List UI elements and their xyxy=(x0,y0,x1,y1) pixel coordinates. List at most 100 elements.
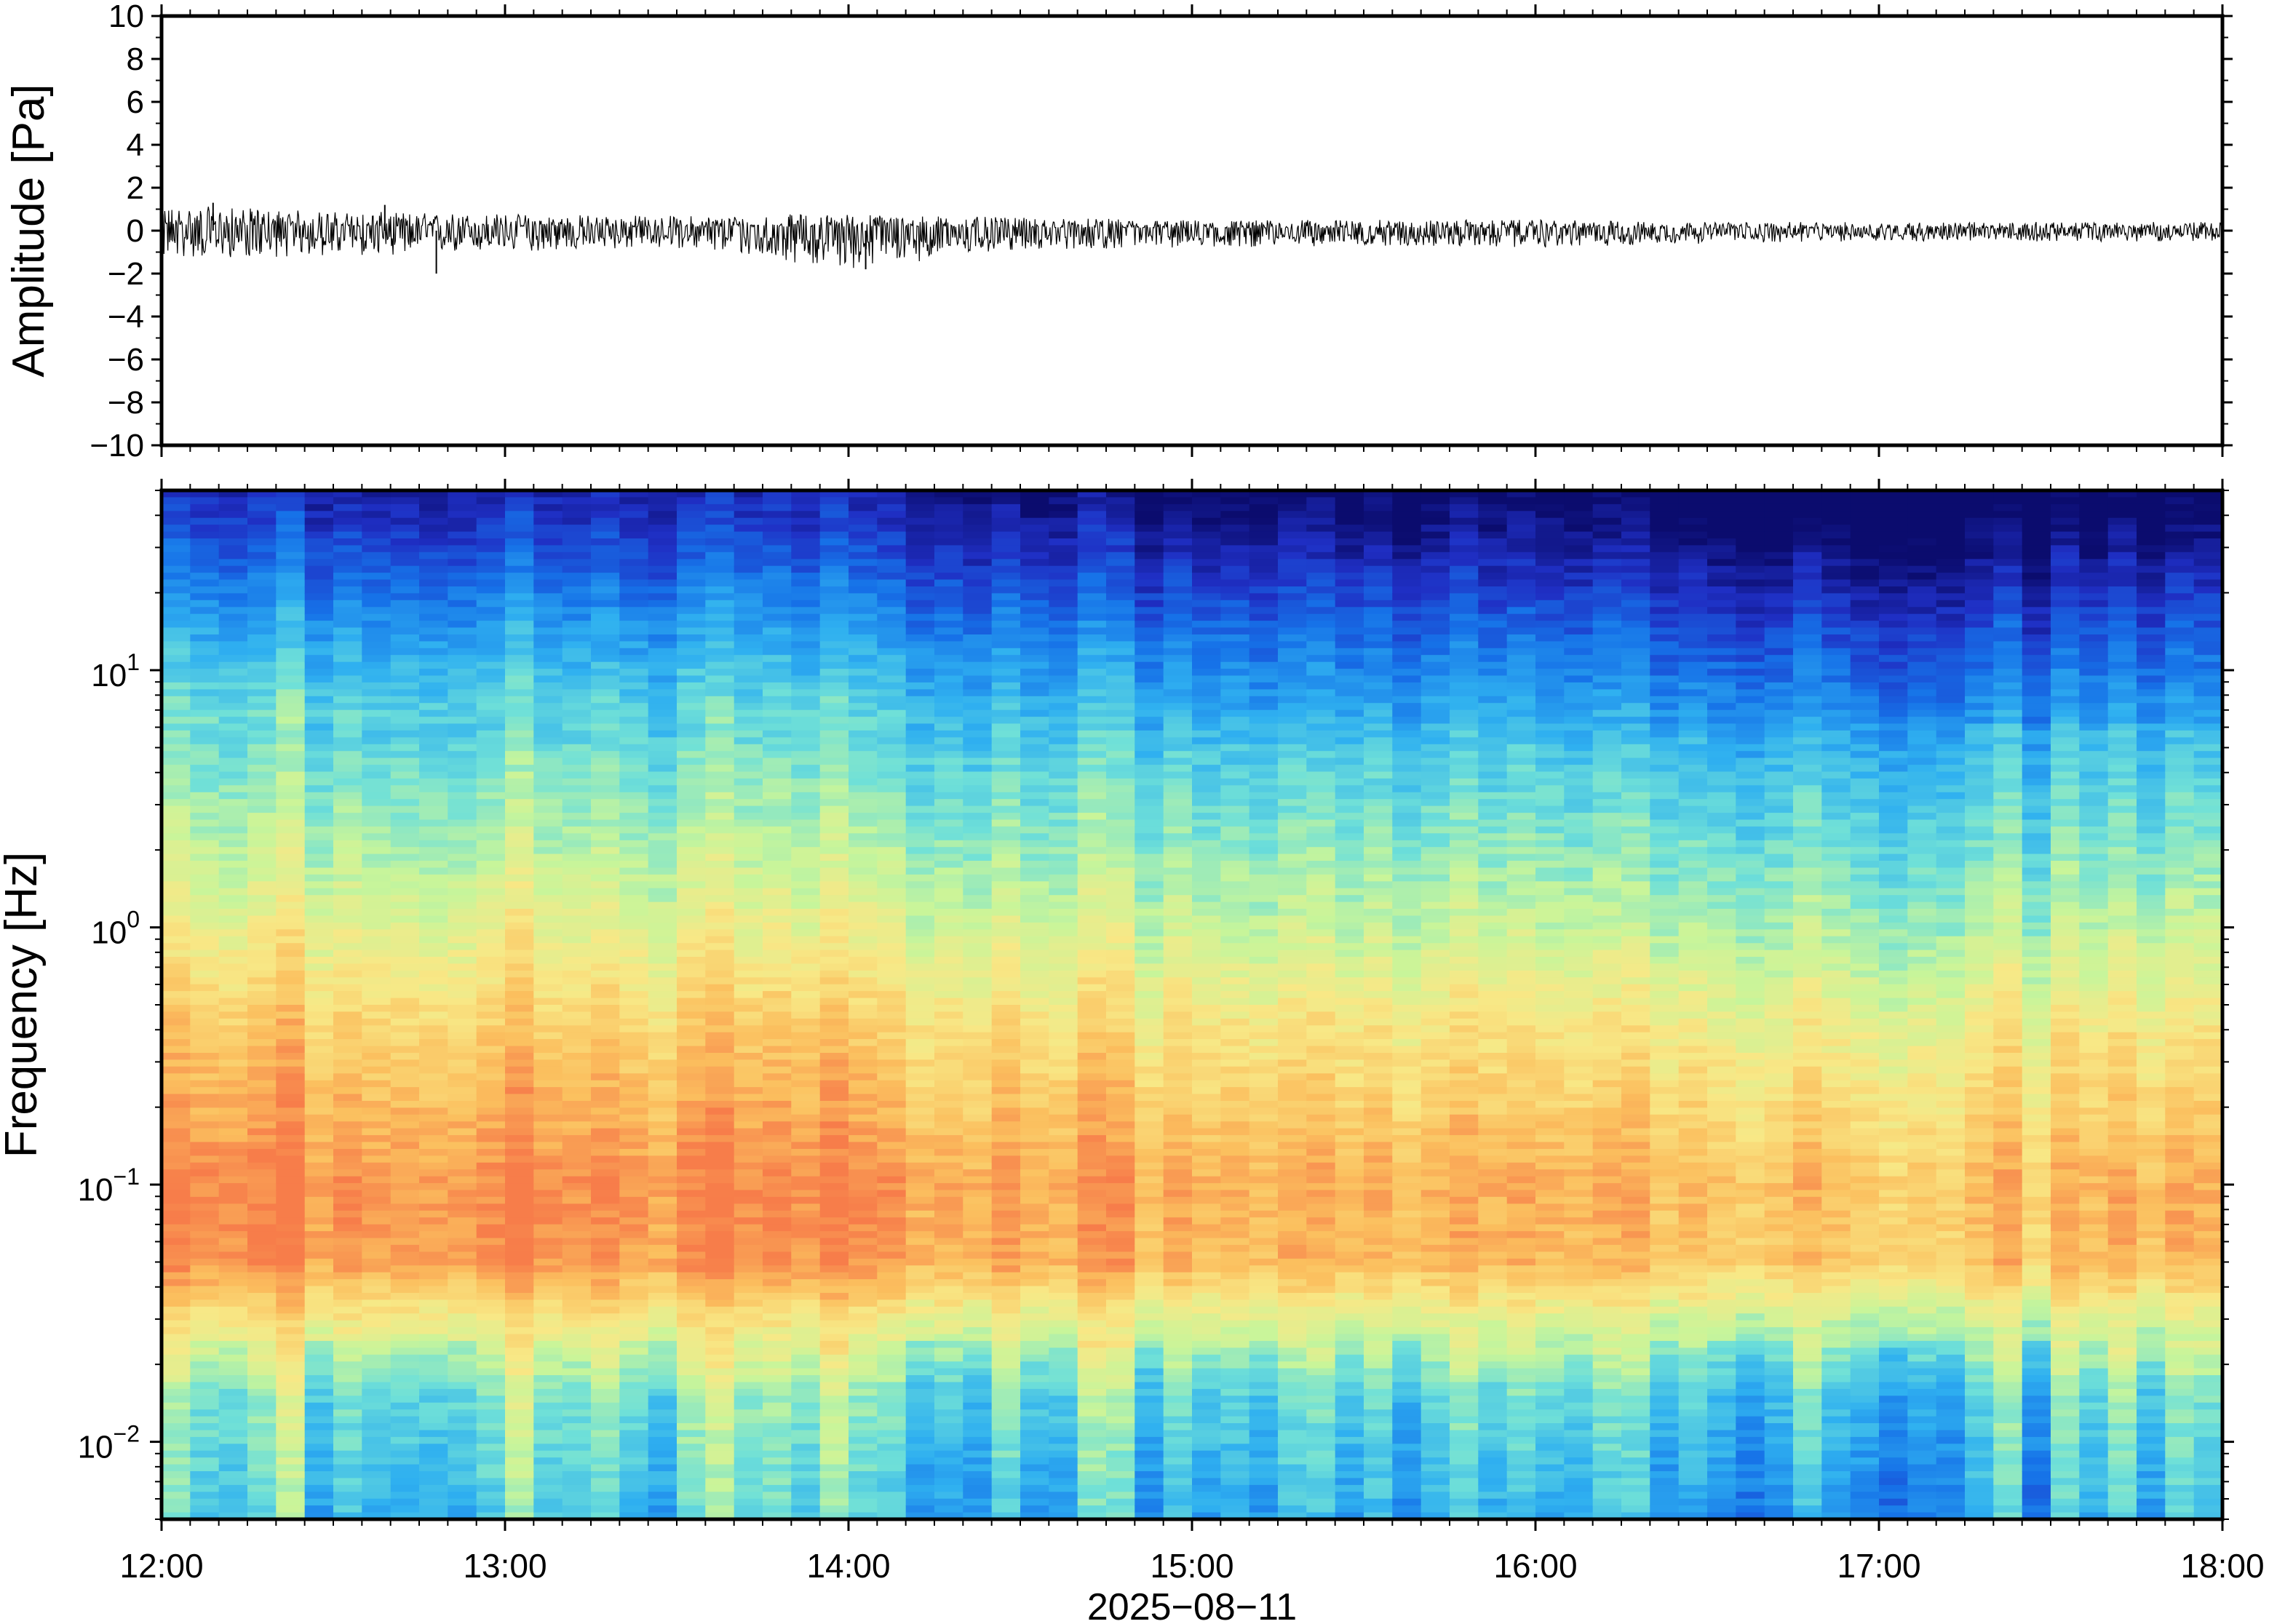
spectrogram-cell xyxy=(276,853,306,861)
spectrogram-cell xyxy=(734,723,763,731)
spectrogram-cell xyxy=(734,1306,763,1314)
spectrogram-cell xyxy=(448,1450,477,1458)
spectrogram-cell xyxy=(162,805,191,813)
spectrogram-cell xyxy=(734,559,763,567)
spectrogram-cell xyxy=(304,511,334,519)
spectrogram-cell xyxy=(934,1409,964,1417)
spectrogram-cell xyxy=(276,1210,306,1218)
spectrogram-cell xyxy=(763,1368,792,1376)
spectrogram-cell xyxy=(533,1375,563,1383)
spectrogram-cell xyxy=(362,957,392,965)
spectrogram-cell xyxy=(648,723,677,731)
spectrogram-cell xyxy=(362,963,392,971)
spectrogram-cell xyxy=(991,991,1021,999)
spectrogram-cell xyxy=(276,1272,306,1280)
spectrogram-cell xyxy=(705,1423,735,1431)
spectrogram-cell xyxy=(648,531,677,539)
spectrogram-cell xyxy=(533,586,563,594)
spectrogram-cell xyxy=(448,703,477,711)
spectrogram-cell xyxy=(562,901,592,909)
spectrogram-cell xyxy=(763,1101,792,1109)
spectrogram-cell xyxy=(591,1430,621,1438)
spectrogram-cell xyxy=(362,1196,392,1205)
spectrogram-cell xyxy=(619,1224,649,1232)
spectrogram-cell xyxy=(677,511,707,519)
spectrogram-cell xyxy=(247,785,277,793)
spectrogram-cell xyxy=(934,874,964,883)
spectrogram-cell xyxy=(1049,1409,1078,1417)
spectrogram-cell xyxy=(333,703,363,711)
spectrogram-cell xyxy=(505,1354,535,1362)
spectrogram-cell xyxy=(1020,1094,1050,1102)
spectrogram-cell xyxy=(677,565,707,573)
spectrogram-cell xyxy=(991,998,1021,1006)
spectrogram-cell xyxy=(819,819,849,827)
spectrogram-cell xyxy=(1020,1409,1050,1417)
spectrogram-cell xyxy=(763,1478,792,1486)
spectrogram-cell xyxy=(619,1162,649,1170)
spectrogram-cell xyxy=(934,1348,964,1356)
spectrogram-cell xyxy=(819,1340,849,1349)
spectrogram-cell xyxy=(247,805,277,813)
spectrogram-cell xyxy=(991,613,1021,621)
spectrogram-cell xyxy=(505,661,535,669)
spectrogram-cell xyxy=(362,792,392,800)
spectrogram-cell xyxy=(533,805,563,813)
spectrogram-cell xyxy=(333,730,363,739)
spectrogram-cell xyxy=(162,1382,191,1390)
spectrogram-cell xyxy=(619,1464,649,1472)
spectrogram-cell xyxy=(849,1025,878,1033)
spectrogram-cell xyxy=(333,771,363,779)
spectrogram-cell xyxy=(705,1101,735,1109)
spectrogram-cell xyxy=(991,1203,1021,1211)
spectrogram-cell xyxy=(1020,497,1050,505)
spectrogram-cell xyxy=(648,1505,677,1513)
spectrogram-cell xyxy=(648,1094,677,1102)
spectrogram-cell xyxy=(877,613,907,621)
spectrogram-cell xyxy=(304,1073,334,1081)
spectrogram-cell xyxy=(934,1334,964,1342)
spectrogram-cell xyxy=(905,634,935,642)
spectrogram-cell xyxy=(877,1135,907,1143)
spectrogram-cell xyxy=(591,525,621,533)
spectrogram-cell xyxy=(190,751,220,759)
spectrogram-cell xyxy=(190,1423,220,1431)
spectrogram-cell xyxy=(304,661,334,669)
spectrogram-cell xyxy=(963,1135,993,1143)
spectrogram-cell xyxy=(562,1101,592,1109)
spectrogram-cell xyxy=(905,1053,935,1061)
spectrogram-cell xyxy=(362,717,392,725)
spectrogram-cell xyxy=(1020,1457,1050,1465)
spectrogram-cell xyxy=(648,1238,677,1246)
spectrogram-cell xyxy=(705,517,735,525)
spectrogram-cell xyxy=(533,1149,563,1157)
spectrogram-cell xyxy=(162,696,191,704)
spectrogram-cell xyxy=(362,1388,392,1397)
spectrogram-cell xyxy=(877,669,907,677)
spectrogram-cell xyxy=(905,751,935,759)
spectrogram-cell xyxy=(934,1423,964,1431)
spectrogram-cell xyxy=(591,1128,621,1136)
spectrogram-cell xyxy=(934,1169,964,1177)
spectrogram-cell xyxy=(849,1423,878,1431)
spectrogram-cell xyxy=(247,1080,277,1088)
spectrogram-cell xyxy=(162,1396,191,1404)
spectrogram-cell xyxy=(1049,991,1078,999)
spectrogram-cell xyxy=(677,1183,707,1191)
spectrogram-cell xyxy=(276,861,306,869)
spectrogram-cell xyxy=(591,1114,621,1122)
spectrogram-cell xyxy=(419,881,449,889)
spectrogram-cell xyxy=(619,874,649,883)
spectrogram-cell xyxy=(562,1272,592,1280)
spectrogram-cell xyxy=(849,1087,878,1095)
spectrogram-cell xyxy=(162,1320,191,1328)
spectrogram-cell xyxy=(419,648,449,656)
spectrogram-cell xyxy=(247,1073,277,1081)
spectrogram-cell xyxy=(448,1094,477,1102)
spectrogram-cell xyxy=(791,1114,821,1122)
spectrogram-cell xyxy=(304,833,334,841)
spectrogram-cell xyxy=(304,497,334,505)
spectrogram-cell xyxy=(648,1382,677,1390)
spectrogram-cell xyxy=(476,1348,506,1356)
spectrogram-cell xyxy=(905,627,935,635)
